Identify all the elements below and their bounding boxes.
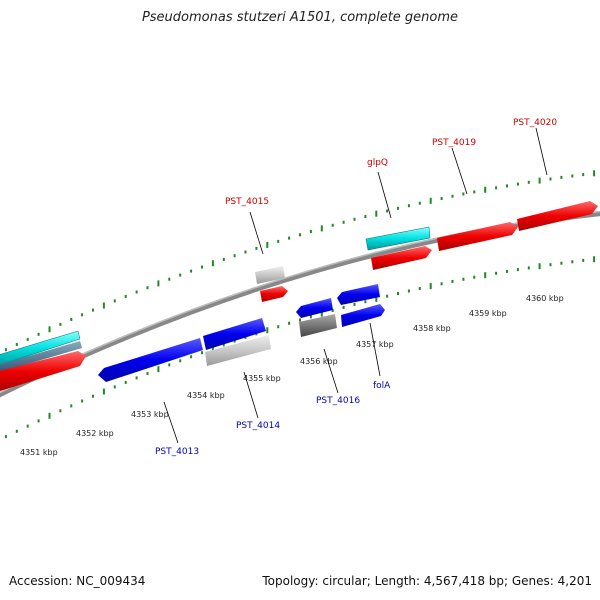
gene-feature-rna-steel[interactable] — [0, 341, 82, 373]
tick-label-4360: 4360 kbp — [526, 294, 564, 303]
gene-feature-rna[interactable] — [0, 330, 81, 366]
tick-label-4355: 4355 kbp — [243, 374, 281, 383]
tick-label-4352: 4352 kbp — [76, 429, 114, 438]
gene-feature-pseudo[interactable] — [205, 335, 271, 366]
gene-feature-other[interactable] — [299, 314, 337, 337]
gene-feature-glpQ-rna[interactable] — [365, 226, 431, 251]
gene-label-PST_4016[interactable]: PST_4016 — [316, 396, 360, 406]
gene-feature-red[interactable] — [260, 286, 288, 302]
inner-tick-ring — [4, 256, 596, 439]
tick-label-4356: 4356 kbp — [300, 357, 338, 366]
gene-feature-PST_4016[interactable] — [296, 298, 333, 318]
gene-feature-pseudo[interactable] — [255, 266, 285, 284]
label-leaders — [163, 127, 548, 444]
gene-feature-PST_4020[interactable] — [517, 201, 598, 231]
accession-text: Accession: NC_009434 — [9, 574, 146, 588]
gene-label-PST_4020[interactable]: PST_4020 — [513, 118, 557, 128]
kbp-tick-labels: 4351 kbp 4352 kbp 4353 kbp 4354 kbp 4355… — [20, 294, 564, 457]
tick-label-4354: 4354 kbp — [187, 391, 225, 400]
gene-label-glpQ[interactable]: glpQ — [367, 158, 388, 168]
gene-label-PST_4019[interactable]: PST_4019 — [432, 138, 476, 148]
outer-tick-ring — [4, 170, 596, 352]
tick-label-4359: 4359 kbp — [469, 309, 507, 318]
map-title: Pseudomonas stutzeri A1501, complete gen… — [141, 10, 459, 25]
gene-label-PST_4015[interactable]: PST_4015 — [225, 197, 269, 207]
gene-feature-PST_4013[interactable] — [98, 338, 203, 382]
gene-label-PST_4013[interactable]: PST_4013 — [155, 447, 199, 457]
gene-feature-folA[interactable] — [337, 284, 380, 305]
genome-summary-text: Topology: circular; Length: 4,567,418 bp… — [262, 574, 592, 588]
genome-backbone-highlight — [0, 210, 600, 394]
forward-strand-features — [0, 201, 598, 392]
gene-feature-PST_4014[interactable] — [203, 318, 266, 350]
gene-feature-folA-2[interactable] — [341, 304, 385, 327]
gene-feature-red[interactable] — [0, 351, 86, 392]
gene-labels: PST_4015 glpQ PST_4019 PST_4020 PST_4013… — [155, 118, 557, 457]
gene-label-folA[interactable]: folA — [373, 381, 391, 391]
gene-feature-PST_4019[interactable] — [437, 222, 518, 251]
tick-label-4353: 4353 kbp — [131, 410, 169, 419]
genome-backbone — [0, 211, 600, 398]
tick-label-4358: 4358 kbp — [413, 324, 451, 333]
gene-feature-glpQ[interactable] — [371, 246, 432, 270]
gene-label-PST_4014[interactable]: PST_4014 — [236, 421, 280, 431]
reverse-strand-features — [98, 284, 385, 382]
tick-label-4351: 4351 kbp — [20, 448, 58, 457]
tick-label-4357: 4357 kbp — [356, 340, 394, 349]
